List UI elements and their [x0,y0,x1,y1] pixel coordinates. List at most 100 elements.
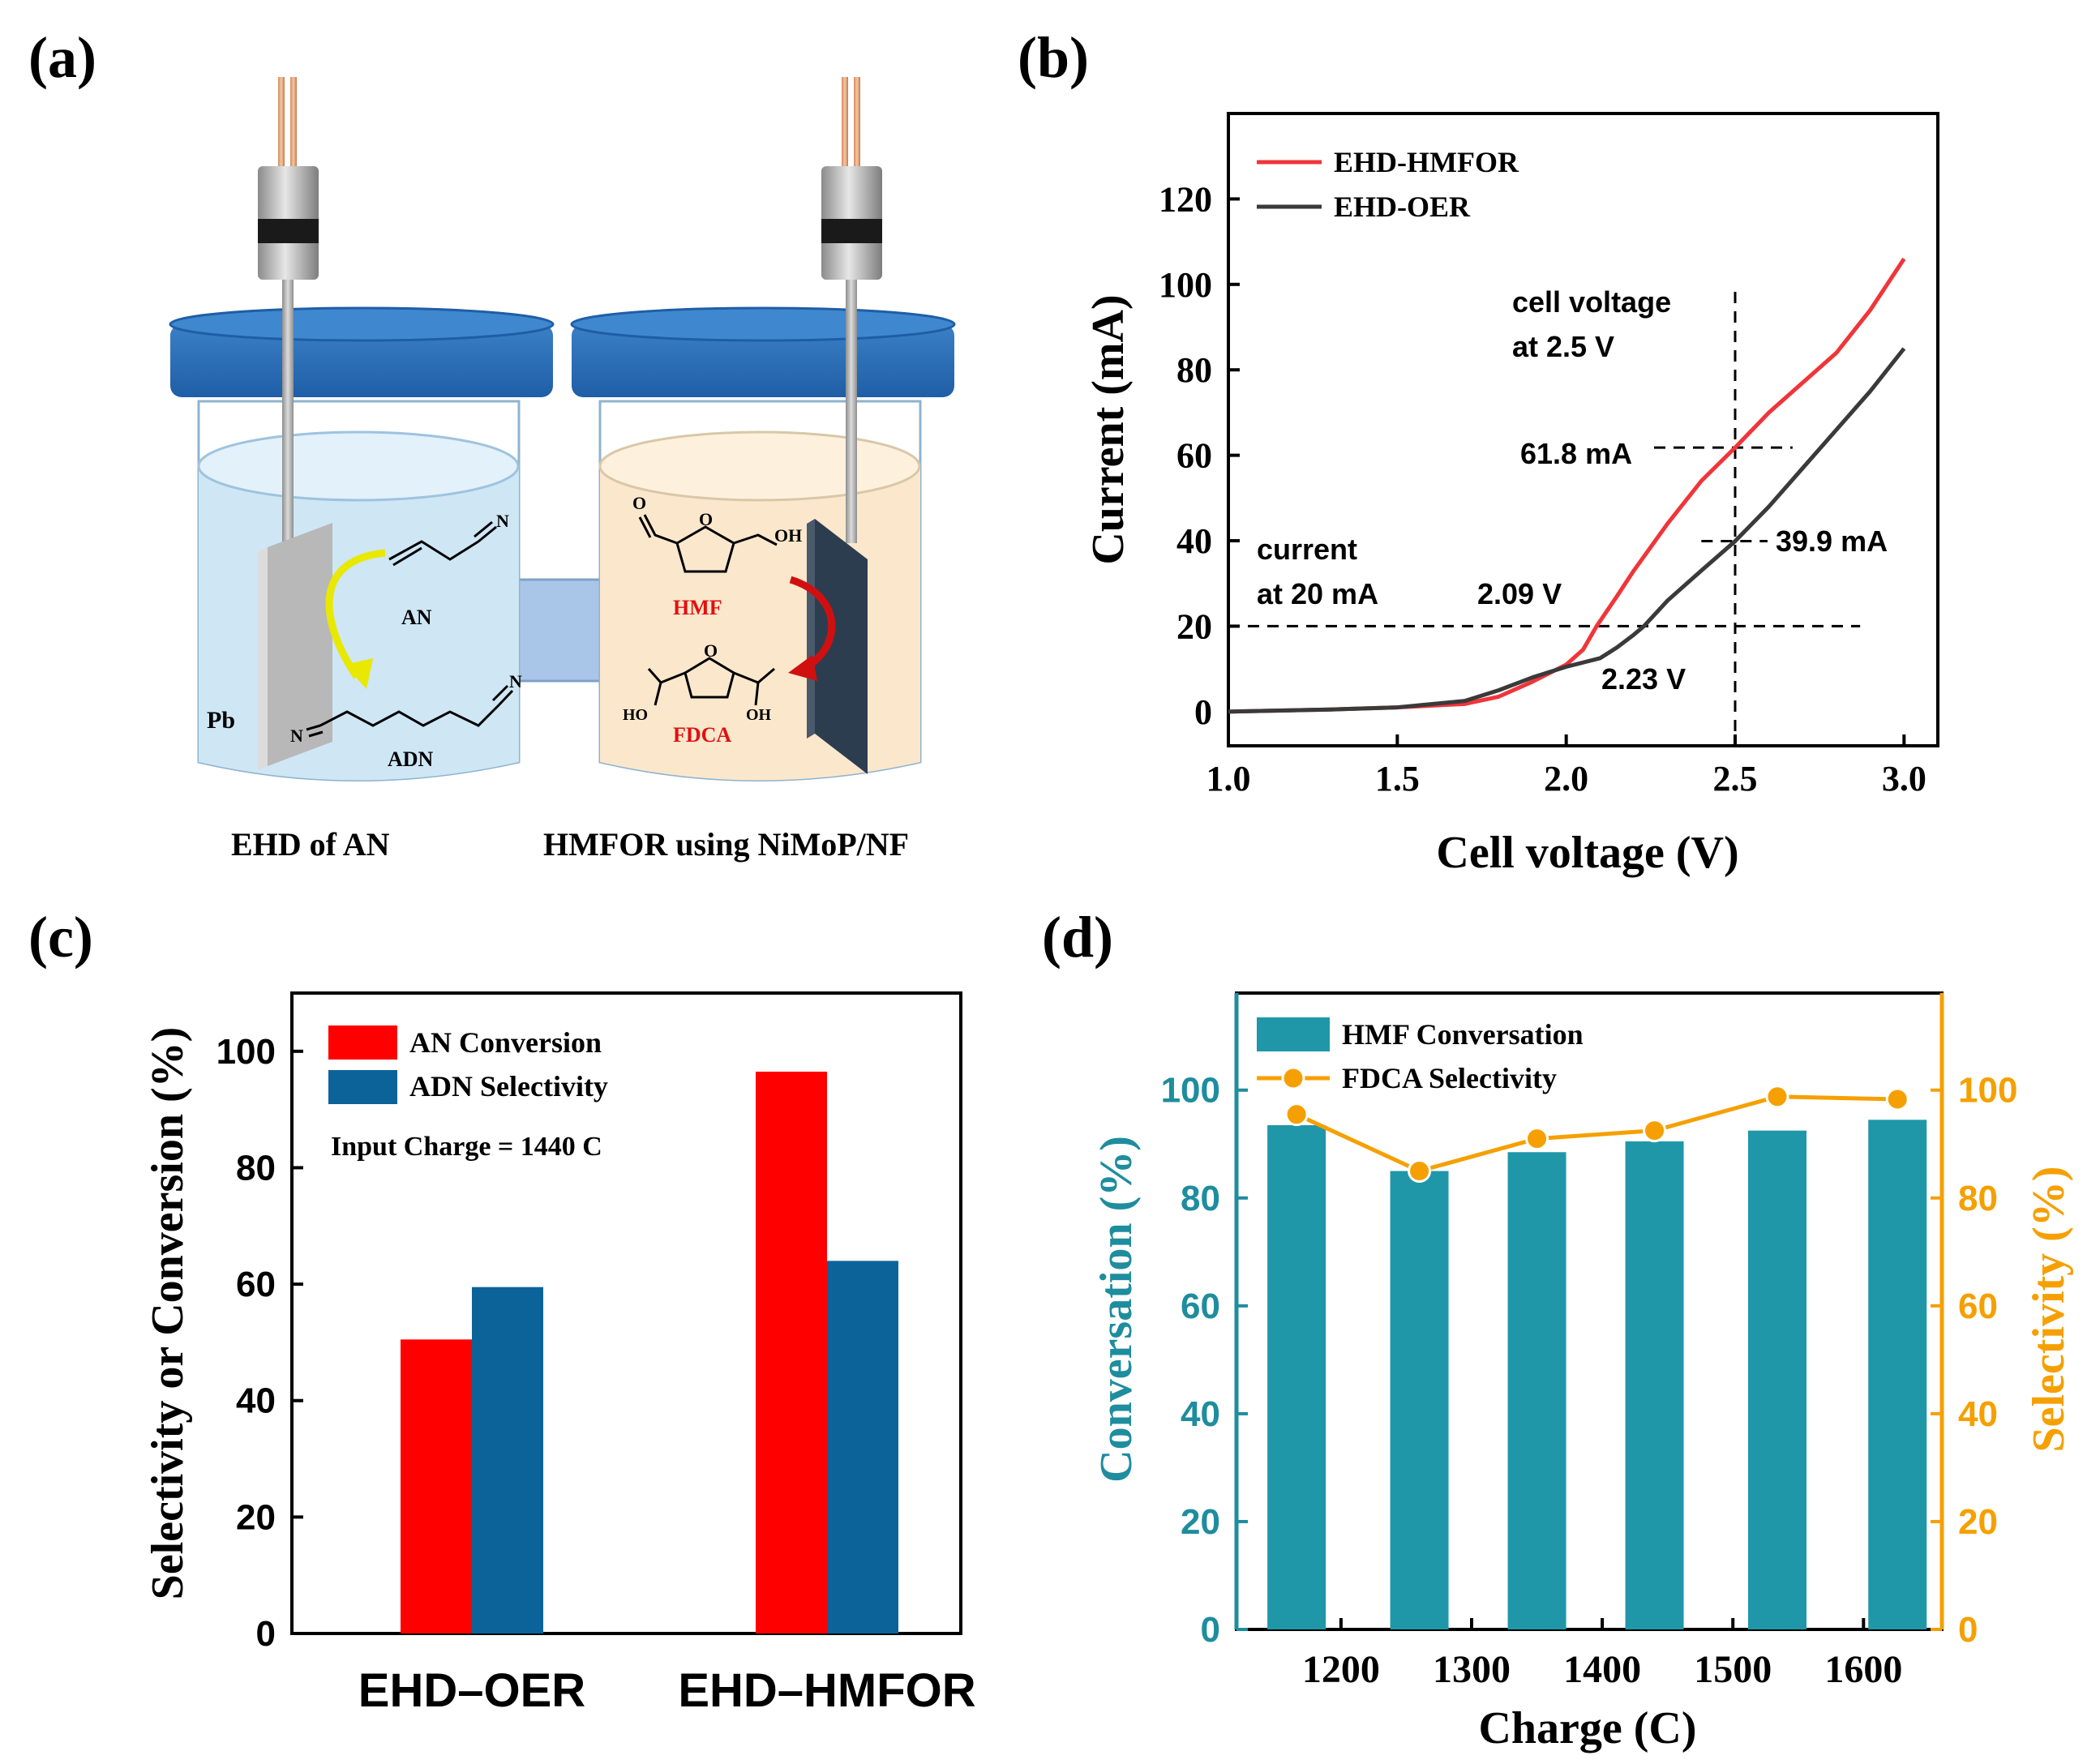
d-marker-fdca-selectivity [1643,1119,1667,1143]
annot-at-25: at 2.5 V [1512,330,1614,363]
adn-nitrile-n-right: N [509,671,522,691]
legend-label-hmf-conversation: HMF Conversation [1342,1018,1584,1051]
b-ytick-label: 80 [1176,350,1212,390]
pb-electrode [268,523,332,766]
anode-rod-1 [842,77,848,170]
anode-surface [598,430,921,502]
c-ytick-label: 0 [256,1614,276,1654]
hmf-aldehyde-o: O [632,493,646,513]
anode-connector-band [821,219,882,243]
right-caption: HMFOR using NiMoP/NF [543,826,909,863]
d-ytick-label: 100 [1161,1071,1220,1111]
cathode-surface [197,430,520,502]
d-marker-fdca-selectivity [1765,1085,1789,1109]
panel-d-selectivity-line [1284,1085,1909,1184]
b-series-ehd-hmfor [1228,257,1906,714]
hmf-ring-o: O [699,509,713,529]
panel-c: (c) 0 20 40 60 80 100 EHD–OER EHD–HMFOR AN Conv… [28,905,976,1717]
b-series-ehd-oer [1228,347,1906,714]
d-y2tick-label: 60 [1958,1287,1998,1326]
panel-d-y2label: Selectivity (%) [2024,1167,2074,1453]
panel-b-frame [1227,112,1939,747]
annot-2-09: 2.09 V [1477,577,1562,610]
d-xtick-label: 1500 [1694,1648,1772,1691]
cathode-rod-2 [290,77,297,170]
d-ytick-label: 60 [1181,1287,1220,1326]
d-y2tick-label: 80 [1958,1179,1998,1218]
b-xtick-label: 1.5 [1375,759,1420,799]
panel-c-label: (c) [28,905,93,970]
fdca-hydroxyl-left: HO [623,706,648,724]
b-xtick-label: 2.0 [1544,759,1588,799]
d-bar-hmf-conversation [1507,1152,1566,1629]
c-ytick-label: 40 [236,1381,276,1421]
d-xtick-label: 1400 [1563,1648,1641,1691]
cathode-reaction-arrow [325,549,386,679]
anode-arrow-head [788,655,817,681]
c-bar-an-conversion [401,1339,472,1633]
d-bar-hmf-conversation [1748,1130,1806,1629]
b-xtick-label: 3.0 [1882,759,1926,799]
hmf-molecule [638,514,778,573]
annot-current: current [1257,533,1357,566]
panel-c-frame [290,991,962,1635]
panel-b: (b) 1.0 1.5 2.0 2.5 3.0 0 20 40 60 80 100 120 EHD-H… [1018,25,1939,878]
c-bar-adn-selectivity [827,1261,898,1633]
d-marker-fdca-selectivity [1408,1159,1432,1184]
legend-label-adn-selectivity: ADN Selectivity [409,1070,608,1102]
left-caption: EHD of AN [231,826,390,863]
cathode-rod-1 [278,77,285,170]
b-xtick-label: 2.5 [1713,759,1758,799]
panel-a-label: (a) [28,25,96,90]
c-ytick-label: 20 [236,1497,276,1537]
anode-lid [572,324,954,397]
c-bar-an-conversion [756,1071,827,1633]
adn-label: ADN [388,747,434,771]
cathode-lid [170,324,553,397]
c-xtick-label: EHD–HMFOR [678,1664,975,1717]
d-y2tick-label: 20 [1958,1502,1998,1542]
anode-wire [846,276,857,543]
d-marker-fdca-selectivity [1284,1102,1309,1127]
b-ytick-label: 0 [1194,692,1212,732]
b-ytick-label: 60 [1176,436,1212,476]
d-xtick-label: 1600 [1824,1648,1902,1691]
hmf-hydroxyl: OH [774,525,802,546]
fdca-molecule [647,657,775,706]
panel-d-bars [1267,1120,1927,1629]
panel-d-legend: HMF Conversation FDCA Selectivity [1257,1017,1584,1094]
d-y2tick-label: 0 [1958,1610,1978,1650]
panel-d: (d) 1200 1300 1400 1500 1600 0 0 20 20 40 40 60 60 80… [1042,905,2074,1753]
cathode-wire [282,276,294,624]
d-line-fdca-selectivity [1296,1094,1898,1174]
c-bar-adn-selectivity [472,1287,543,1633]
b-xtick-label: 1.0 [1206,759,1251,799]
b-ytick-label: 20 [1176,606,1212,646]
an-nitrile-n: N [496,511,509,531]
d-xtick-label: 1200 [1302,1648,1380,1691]
b-ytick-label: 40 [1176,521,1212,561]
input-charge-note: Input Charge = 1440 C [331,1132,602,1162]
panel-b-ticks: 1.0 1.5 2.0 2.5 3.0 0 20 40 60 80 100 120 [1159,179,1926,799]
panel-d-xlabel: Charge (C) [1478,1703,1696,1753]
b-ytick-label: 120 [1159,179,1212,219]
d-marker-fdca-selectivity [1525,1127,1549,1151]
d-marker-fdca-selectivity [1885,1087,1909,1111]
nimop-electrode-edge [807,519,815,739]
panel-c-bars [401,1071,898,1633]
panel-b-ylabel: Current (mA) [1083,294,1134,564]
cathode-arrow-head [345,658,373,689]
adn-nitrile-n-left: N [290,726,303,746]
fdca-hydroxyl-right: OH [746,706,772,724]
panel-c-legend: AN Conversion ADN Selectivity Input Char… [328,1025,608,1162]
adn-molecule [306,684,514,738]
panel-c-ylabel: Selectivity or Conversion (%) [143,1027,193,1600]
panel-b-annotations: cell voltage at 2.5 V 61.8 mA 39.9 mA cu… [1257,285,1888,696]
an-molecule [388,520,497,567]
cathode-lid-top [169,306,555,342]
anode-cell: O O OH HMF O HO OH FDCA [570,77,956,781]
panel-c-ticks: 0 20 40 60 80 100 EHD–OER EHD–HMFOR [216,1032,976,1717]
panel-b-series [1228,257,1906,714]
legend-swatch-hmf-conversation [1257,1017,1330,1051]
